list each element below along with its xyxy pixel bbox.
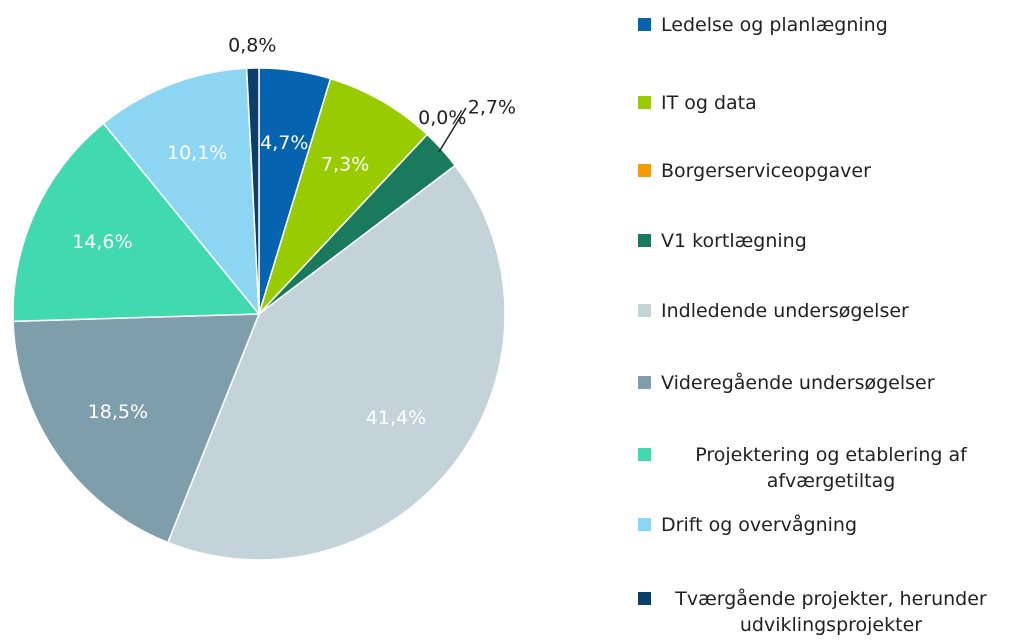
legend-label: Borgerserviceopgaver — [661, 160, 871, 182]
legend-label: IT og data — [661, 92, 757, 114]
legend-swatch — [638, 164, 651, 177]
legend-swatch — [638, 18, 651, 31]
leader-line — [438, 107, 467, 153]
legend-item: Borgerserviceopgaver — [638, 158, 871, 184]
legend-item: Indledende undersøgelser — [638, 298, 909, 324]
legend-item: Projektering og etablering af afværgetil… — [638, 442, 1001, 494]
data-label: 0,0% — [418, 107, 466, 129]
data-label: 10,1% — [167, 142, 227, 164]
legend-swatch — [638, 518, 651, 531]
data-label: 18,5% — [88, 401, 148, 423]
pie-slice — [102, 67, 260, 317]
legend-label: Projektering og etablering af afværgetil… — [695, 444, 967, 492]
legend-label: Drift og overvågning — [661, 514, 858, 536]
legend-item: IT og data — [638, 90, 757, 116]
pie-slice — [12, 313, 261, 544]
legend-swatch — [638, 304, 651, 317]
pie-slice — [166, 164, 506, 561]
legend-swatch — [638, 376, 651, 389]
legend-label: Ledelse og planlægning — [661, 14, 888, 36]
data-label: 41,4% — [366, 407, 426, 429]
legend-swatch — [638, 448, 651, 461]
legend-swatch — [638, 96, 651, 109]
legend-label: V1 kortlægning — [661, 230, 807, 252]
pie-area: 4,7% 7,3% 0,0% 2,7% 41,4% 18,5% 14,6% 10,1% 0,8% — [12, 35, 516, 561]
data-label: 7,3% — [321, 153, 369, 175]
legend-item: Drift og overvågning — [638, 512, 857, 538]
data-label: 4,7% — [260, 132, 308, 154]
legend-item: Ledelse og planlægning — [638, 12, 888, 38]
legend-swatch — [638, 234, 651, 247]
legend-label: Videregående undersøgelser — [661, 372, 935, 394]
data-label: 0,8% — [228, 35, 276, 57]
legend-item: Tværgående projekter, herunder udvikling… — [638, 586, 1001, 638]
pie-slice — [245, 67, 260, 315]
data-label: 14,6% — [72, 231, 132, 253]
legend-label: Indledende undersøgelser — [661, 300, 909, 322]
legend-item: Videregående undersøgelser — [638, 370, 935, 396]
legend-swatch — [638, 592, 651, 605]
legend-label: Tværgående projekter, herunder udvikling… — [675, 588, 987, 636]
legend-item: V1 kortlægning — [638, 228, 807, 254]
pie-slice — [12, 122, 261, 323]
pie-slice — [258, 77, 429, 315]
data-label: 2,7% — [468, 96, 516, 118]
